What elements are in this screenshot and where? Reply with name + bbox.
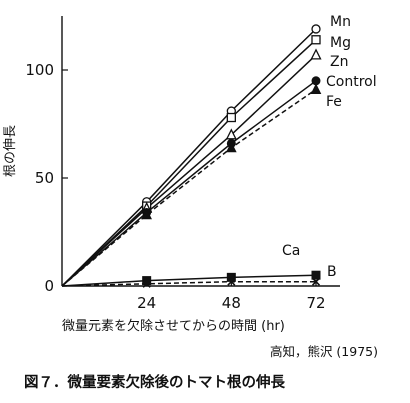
y-axis-title: 根の伸長 — [3, 125, 18, 177]
series-line-mg — [61, 39, 317, 287]
point-mg-48 — [226, 112, 236, 123]
series-lines — [61, 28, 317, 287]
series-label-zn: Zn — [330, 54, 348, 70]
point-fe-72 — [310, 83, 322, 94]
series-label-control: Control — [326, 74, 377, 90]
point-mn-72 — [311, 24, 321, 34]
series-markers — [141, 24, 322, 288]
y-tick-label-100: 100 — [25, 61, 54, 79]
point-zn-72 — [310, 48, 322, 60]
series-line-mn — [61, 28, 317, 287]
x-axis-title: 微量元素を欠除させてからの時間 (hr) — [62, 318, 285, 334]
plot-area: 24 48 72 0 50 100 — [25, 16, 340, 312]
point-ca-48 — [226, 272, 236, 282]
figure-caption: 図７．微量要素欠除後のトマト根の伸長 — [24, 373, 285, 391]
credit: 高知，熊沢 (1975) — [270, 344, 378, 359]
x-tick-label-24: 24 — [137, 294, 156, 312]
x-tick-label-72: 72 — [306, 294, 325, 312]
series-label-ca: Ca — [282, 243, 300, 259]
series-label-fe: Fe — [326, 94, 342, 110]
series-label-b: B — [327, 264, 337, 280]
ticks: 24 48 72 0 50 100 — [25, 61, 325, 312]
x-tick-label-48: 48 — [222, 294, 241, 312]
point-fe-24 — [141, 208, 152, 220]
series-line-zn — [61, 54, 317, 287]
series-label-mn: Mn — [330, 14, 351, 30]
point-b-48 — [227, 277, 236, 286]
y-tick-label-0: 0 — [44, 277, 54, 295]
series-line-control — [61, 80, 317, 287]
series-line-b — [61, 280, 316, 287]
series-label-mg: Mg — [330, 35, 351, 51]
point-b-72 — [311, 277, 321, 286]
point-mg-72 — [311, 35, 321, 45]
series-line-ca — [61, 274, 317, 287]
point-b-24 — [142, 279, 151, 288]
point-zn-48 — [225, 128, 237, 140]
point-fe-48 — [226, 141, 237, 153]
series-line-fe — [61, 88, 317, 287]
point-ca-72 — [311, 270, 321, 280]
y-tick-label-50: 50 — [35, 169, 54, 187]
